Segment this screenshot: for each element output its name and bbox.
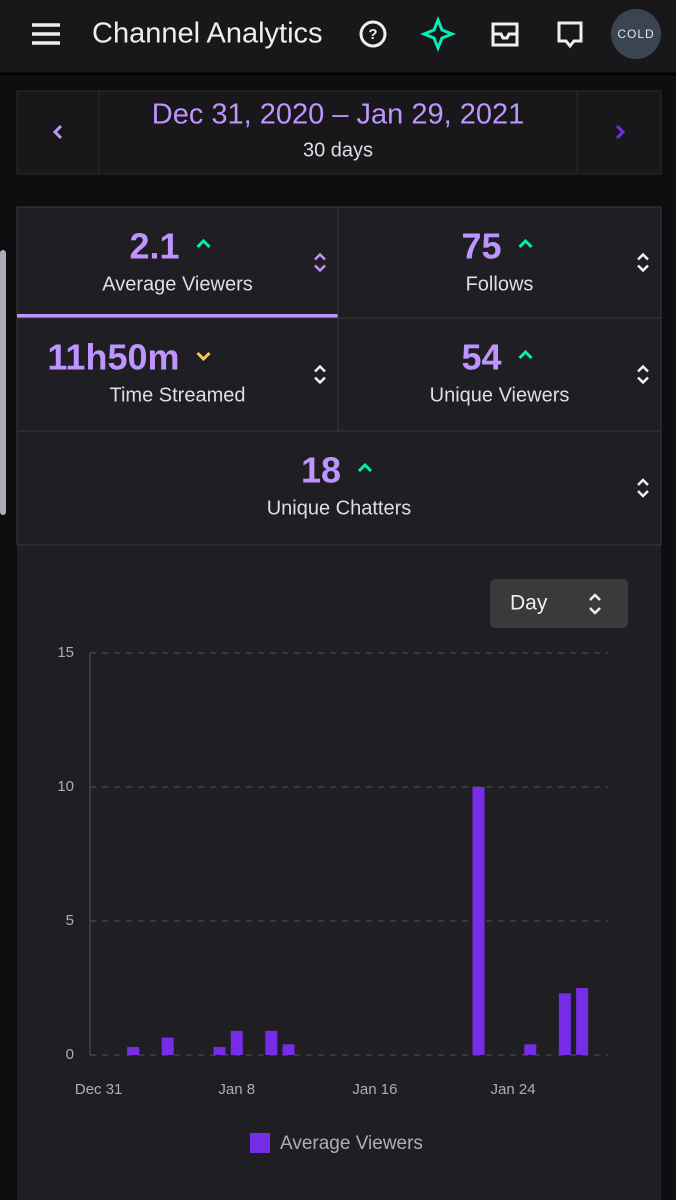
crates-button[interactable] — [419, 15, 457, 53]
bar — [265, 1030, 278, 1055]
menu-button[interactable] — [32, 23, 60, 45]
stat-cell[interactable] — [16, 430, 662, 546]
stat-cell[interactable] — [337, 317, 662, 432]
sort-icon — [637, 364, 649, 385]
interval-select[interactable]: Day — [490, 579, 628, 628]
stat-cell[interactable] — [16, 206, 339, 319]
bar — [282, 1044, 295, 1055]
stat-label: Time Streamed — [110, 384, 246, 406]
stat-value: 2.1 — [129, 226, 179, 267]
bar — [576, 988, 589, 1055]
y-tick-label: 0 — [66, 1046, 74, 1063]
sort-icon — [314, 252, 326, 273]
legend-swatch — [250, 1133, 270, 1153]
bar — [524, 1044, 537, 1055]
avatar[interactable]: COLD — [611, 9, 661, 59]
scrollbar — [0, 250, 6, 515]
date-range[interactable]: Dec 31, 2020 – Jan 29, 2021 — [152, 99, 524, 131]
selected-indicator — [17, 314, 338, 318]
trend-icon — [357, 462, 373, 473]
x-tick-label: Jan 8 — [218, 1081, 255, 1098]
y-tick-label: 10 — [57, 778, 74, 795]
bar — [161, 1037, 174, 1055]
legend-label: Average Viewers — [280, 1133, 423, 1154]
date-length: 30 days — [303, 139, 373, 161]
stat-label: Unique Chatters — [267, 497, 412, 519]
bar — [213, 1046, 226, 1055]
bar — [558, 993, 571, 1055]
stat-label: Follows — [466, 273, 534, 295]
stat-value: 18 — [301, 450, 341, 491]
y-tick-label: 15 — [57, 644, 74, 661]
stat-cell[interactable] — [337, 206, 662, 319]
help-button[interactable]: ? — [359, 20, 387, 48]
trend-icon — [196, 238, 211, 249]
bar — [127, 1046, 140, 1055]
trend-icon — [518, 238, 533, 249]
trend-icon — [196, 351, 211, 362]
page-title: Channel Analytics — [92, 18, 323, 50]
sort-icon — [637, 252, 649, 273]
next-button[interactable] — [615, 124, 626, 140]
sort-icon — [637, 478, 649, 498]
x-tick-label: Dec 31 — [75, 1081, 123, 1098]
interval-value: Day — [510, 592, 548, 615]
x-tick-label: Jan 24 — [491, 1081, 536, 1098]
top-bar — [0, 0, 676, 74]
x-tick-label: Jan 16 — [352, 1081, 397, 1098]
whispers-button[interactable] — [557, 21, 583, 49]
stat-value: 11h50m — [47, 337, 179, 378]
date-nav — [16, 90, 662, 175]
y-tick-label: 5 — [66, 912, 74, 929]
stats-grid: 2.1 Average Viewers 75 Follows 11h50m Time St… — [16, 206, 662, 546]
stat-label: Unique Viewers — [430, 384, 570, 406]
svg-text:?: ? — [368, 26, 377, 43]
avatar-text: COLD — [617, 27, 654, 41]
trend-icon — [518, 349, 533, 360]
chart: 0 5 10 15 Dec 31 Jan 8 Jan 16 Jan 24 Average Vie… — [57, 644, 608, 1154]
bar — [230, 1030, 243, 1055]
inbox-button[interactable] — [491, 22, 519, 47]
stat-value: 54 — [461, 337, 501, 378]
prev-button[interactable] — [52, 124, 63, 140]
stat-value: 75 — [461, 226, 501, 267]
stat-label: Average Viewers — [102, 273, 252, 295]
bar — [472, 787, 485, 1055]
sort-icon — [314, 364, 326, 385]
